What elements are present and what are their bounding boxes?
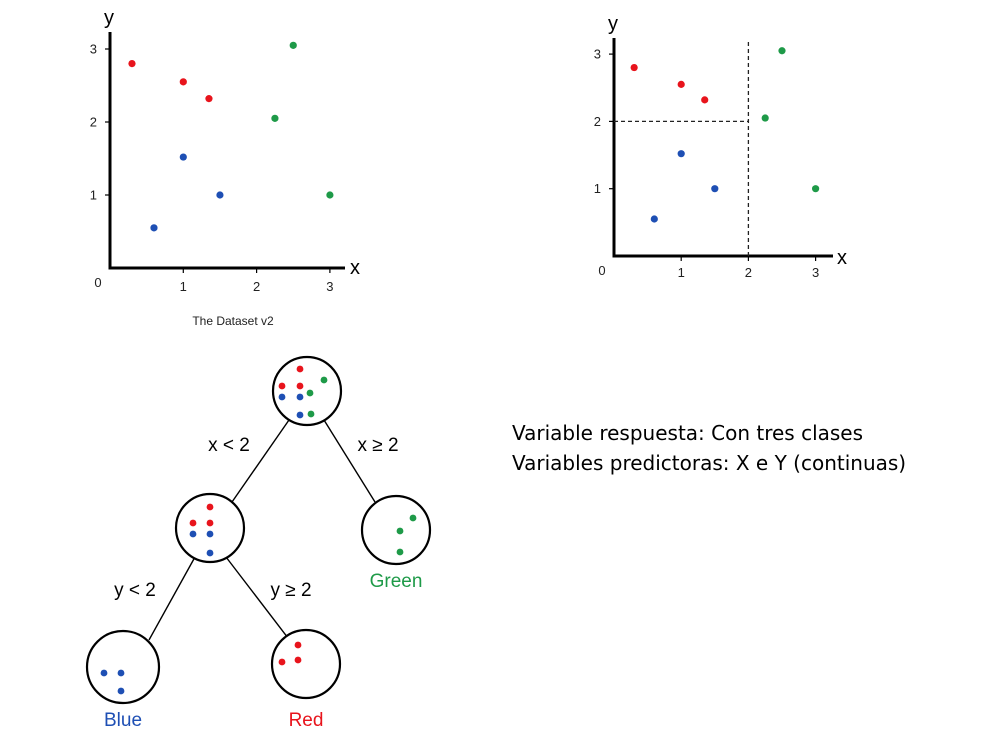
data-point-red [701, 96, 709, 104]
data-point-red [179, 78, 187, 86]
tree-edge [225, 556, 289, 639]
node-point-red [278, 382, 286, 390]
data-point-blue [150, 224, 158, 232]
node-point-green [396, 527, 404, 535]
node-point-blue [296, 393, 304, 401]
node-point-blue [206, 549, 214, 557]
y-tick-label: 2 [594, 114, 601, 129]
x-axis-label: x [350, 257, 360, 279]
x-tick-label: 2 [253, 279, 260, 294]
data-point-red [205, 95, 213, 103]
node-point-blue [278, 393, 286, 401]
data-point-blue [179, 153, 187, 161]
data-point-red [128, 60, 136, 68]
tree-edge [231, 419, 290, 503]
node-point-red [278, 658, 286, 666]
node-point-red [206, 503, 214, 511]
x-tick-label: 3 [326, 279, 333, 294]
node-point-red [189, 519, 197, 527]
y-tick-label: 2 [90, 115, 97, 130]
leaf-class-label: Red [289, 710, 324, 731]
y-tick-label: 3 [90, 42, 97, 57]
data-point-green [271, 114, 279, 122]
origin-label: 0 [94, 275, 101, 290]
node-point-green [320, 376, 328, 384]
tree-node-root [271, 355, 343, 427]
node-point-green [409, 514, 417, 522]
description-line-response: Variable respuesta: Con tres clases [512, 421, 863, 445]
node-point-blue [206, 530, 214, 538]
edge-condition-label: x ≥ 2 [357, 435, 398, 456]
y-axis-label: y [608, 13, 618, 35]
data-point-green [326, 191, 334, 199]
y-tick-label: 1 [594, 181, 601, 196]
node-point-blue [189, 530, 197, 538]
data-point-blue [650, 215, 658, 223]
scatter-plot-dataset: 1 2 3 1 2 3 0 x y The Dataset v2 [90, 7, 360, 328]
x-tick-label: 3 [812, 265, 819, 280]
data-point-red [677, 80, 685, 88]
node-circle [271, 355, 343, 427]
y-axis-label: y [104, 7, 114, 29]
y-tick-label: 1 [90, 188, 97, 203]
node-circle [174, 492, 246, 564]
data-point-blue [216, 191, 224, 199]
data-point-blue [711, 185, 719, 193]
node-point-green [307, 410, 315, 418]
node-point-red [294, 656, 302, 664]
node-point-blue [100, 669, 108, 677]
data-point-green [812, 185, 820, 193]
x-tick-label: 1 [180, 279, 187, 294]
node-point-green [396, 548, 404, 556]
leaf-class-label: Blue [104, 710, 142, 731]
chart-caption: The Dataset v2 [192, 314, 274, 328]
node-point-green [306, 389, 314, 397]
origin-label: 0 [598, 263, 605, 278]
data-point-blue [677, 150, 685, 158]
leaf-class-label: Green [370, 571, 423, 592]
edge-condition-label: y < 2 [114, 580, 156, 601]
decision-tree: x < 2 x ≥ 2 y < 2 y ≥ 2 Green Blue Red [85, 355, 432, 731]
y-tick-label: 3 [594, 47, 601, 62]
node-point-blue [117, 687, 125, 695]
node-point-red [294, 641, 302, 649]
scatter-plot-with-splits: 1 2 3 1 2 3 0 x y [594, 13, 847, 280]
tree-edge [323, 419, 376, 503]
tree-node-lr: Red [270, 628, 342, 731]
x-axis-label: x [837, 247, 847, 269]
node-circle [360, 494, 432, 566]
description-block: Variable respuesta: Con tres clases Vari… [512, 421, 906, 475]
edge-condition-label: x < 2 [208, 435, 250, 456]
data-point-green [778, 47, 786, 55]
data-point-green [761, 114, 769, 122]
description-line-predictors: Variables predictoras: X e Y (continuas) [512, 451, 906, 475]
tree-edge [148, 556, 196, 641]
node-point-red [296, 382, 304, 390]
data-point-red [630, 63, 638, 72]
node-circle [85, 629, 161, 705]
tree-node-left [174, 492, 246, 564]
edge-condition-label: y ≥ 2 [270, 580, 311, 601]
data-point-green [289, 41, 297, 49]
x-tick-label: 1 [678, 265, 685, 280]
node-point-blue [296, 411, 304, 419]
node-point-red [296, 365, 304, 373]
node-circle [270, 628, 342, 700]
tree-node-right: Green [360, 494, 432, 592]
node-point-blue [117, 669, 125, 677]
x-tick-label: 2 [745, 265, 752, 280]
node-point-red [206, 519, 214, 527]
tree-node-ll: Blue [85, 629, 161, 731]
